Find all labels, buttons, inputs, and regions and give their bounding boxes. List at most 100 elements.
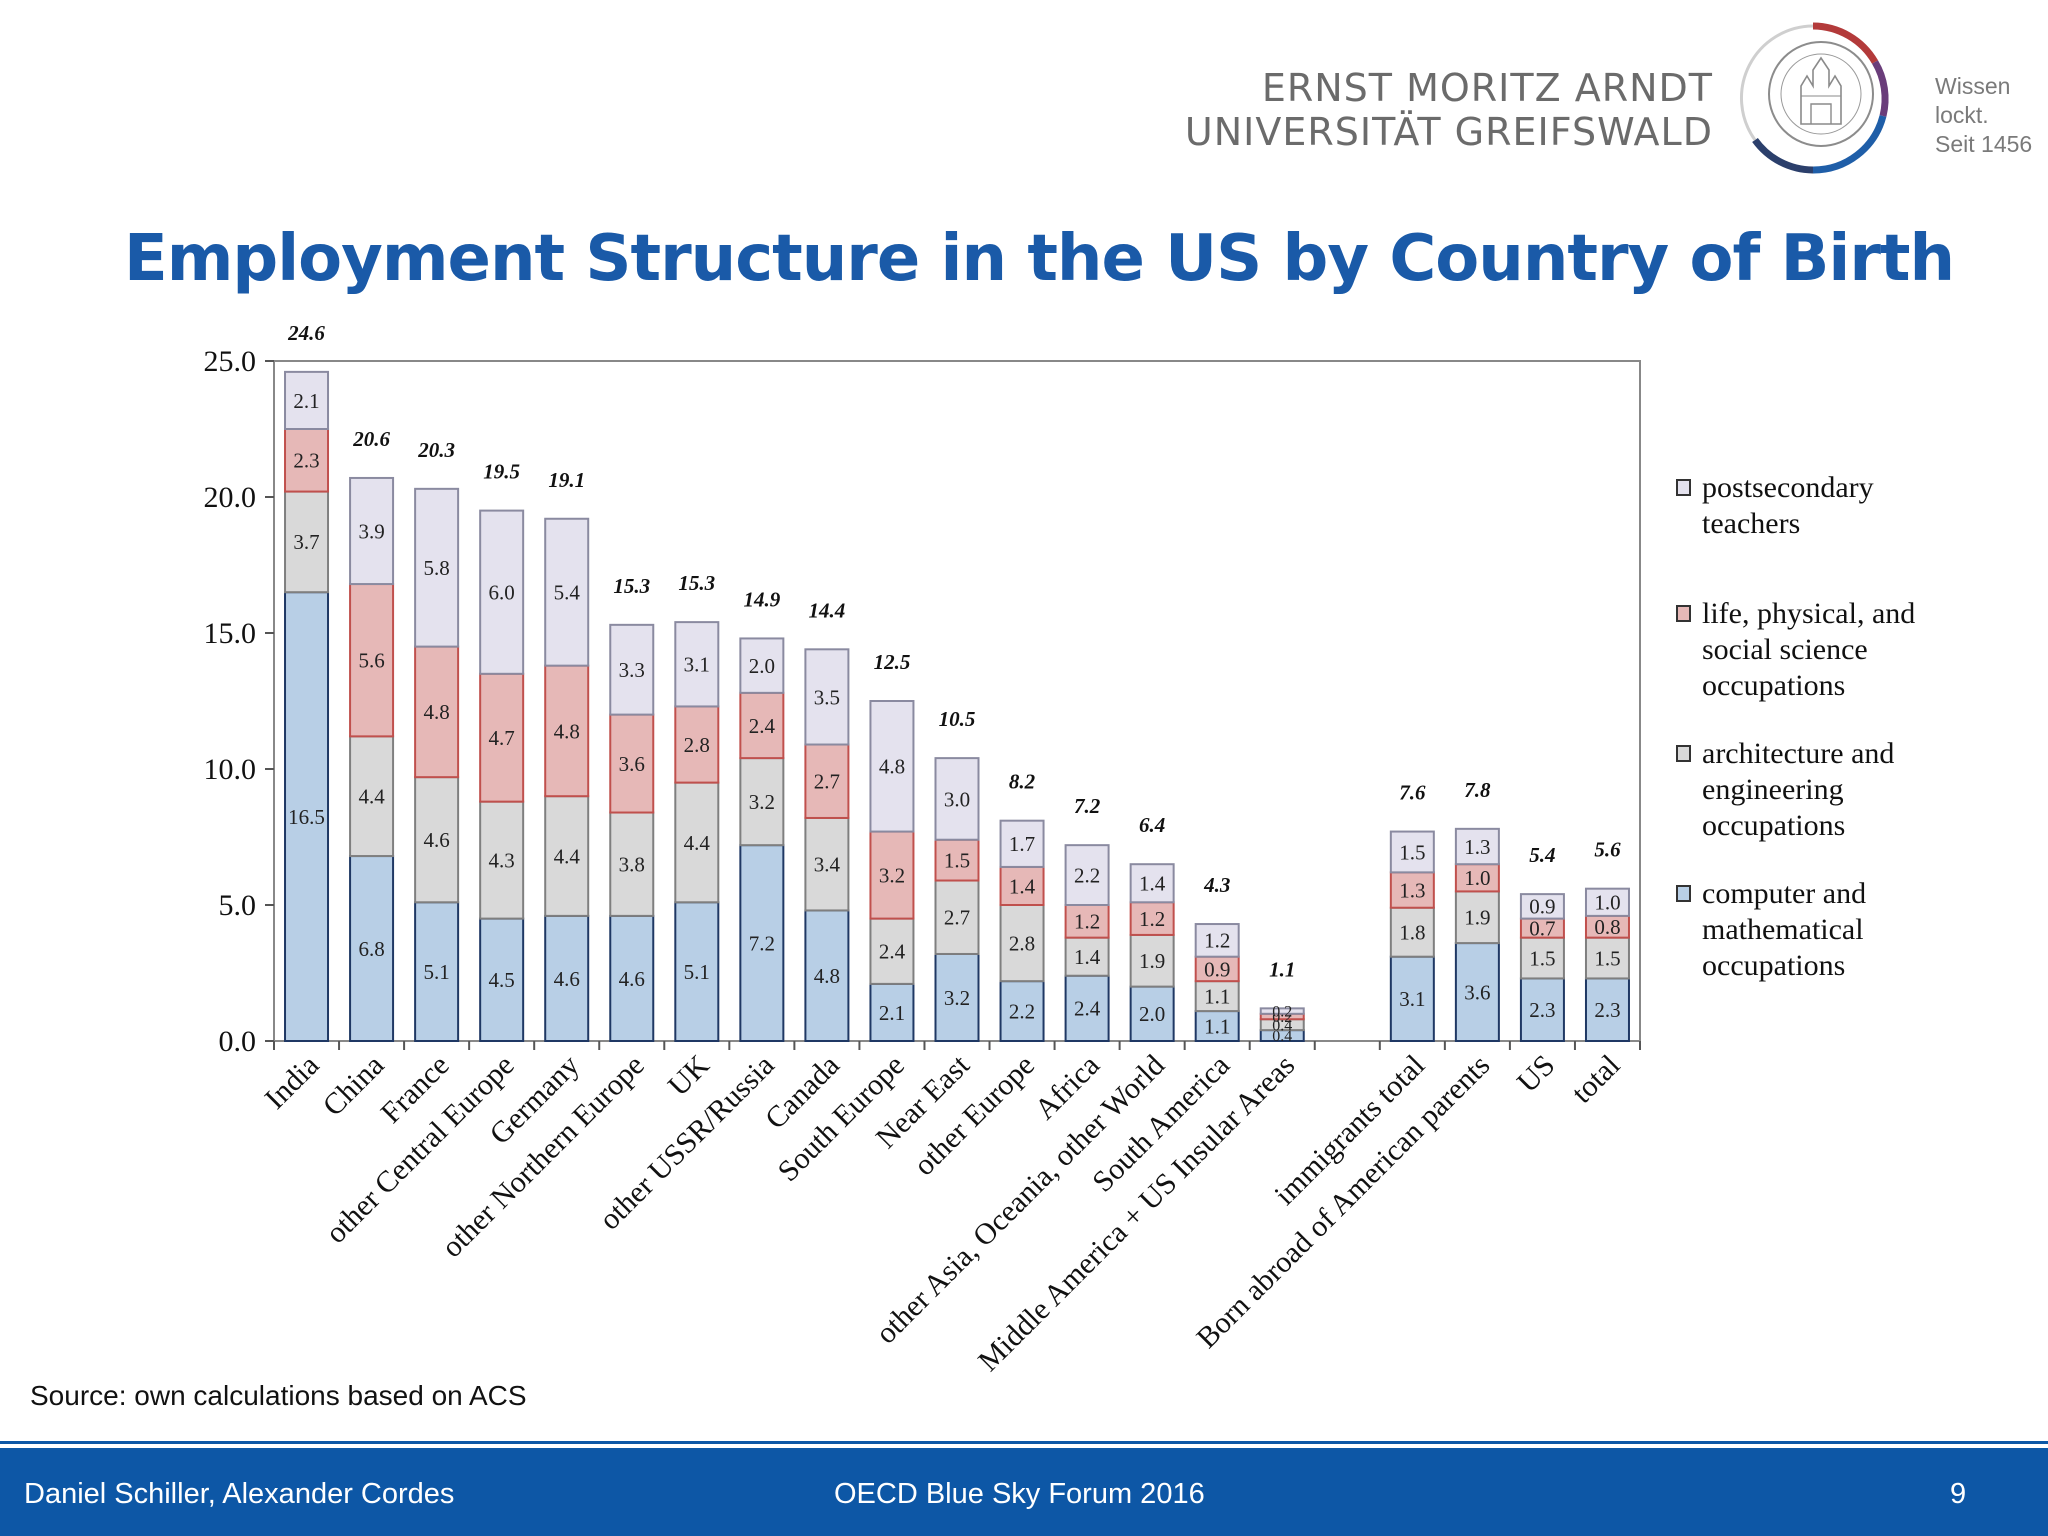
bar-value-label: 3.2 bbox=[944, 986, 970, 1010]
bar-segment bbox=[999, 819, 1045, 868]
legend-label: social science bbox=[1702, 633, 1868, 666]
y-tick-label: 0.0 bbox=[219, 1025, 257, 1058]
bar-segment bbox=[349, 855, 395, 1042]
bar-segment bbox=[1194, 923, 1240, 958]
bar-value-label: 2.1 bbox=[879, 1001, 905, 1025]
bar-value-label: 3.7 bbox=[293, 530, 319, 554]
bar-segment bbox=[739, 844, 785, 1042]
legend-swatch-computer bbox=[1676, 885, 1691, 902]
bar-segment bbox=[1064, 974, 1110, 1042]
bar-value-label: 3.4 bbox=[814, 853, 841, 877]
bar-total-label: 15.3 bbox=[678, 571, 715, 595]
bar-segment bbox=[674, 705, 720, 784]
bar-value-label: 1.4 bbox=[1009, 874, 1036, 898]
bar-value-label: 4.8 bbox=[423, 700, 449, 724]
bar-segment bbox=[674, 781, 720, 904]
bar-value-label: 1.4 bbox=[1074, 945, 1101, 969]
x-category-label: US bbox=[1511, 1049, 1561, 1099]
bar-value-label: 5.1 bbox=[684, 960, 710, 984]
bar-value-label: 2.0 bbox=[1139, 1002, 1165, 1026]
bar-segment bbox=[544, 517, 590, 667]
source-note: Source: own calculations based on ACS bbox=[30, 1380, 527, 1411]
footer-divider bbox=[0, 1441, 2048, 1444]
bar-value-label: 5.1 bbox=[423, 960, 449, 984]
bar-value-label: 4.8 bbox=[879, 755, 905, 779]
bar-total-label: 4.3 bbox=[1203, 873, 1230, 897]
bar-segment bbox=[479, 672, 525, 803]
x-category-label: UK bbox=[662, 1048, 716, 1102]
bar-value-label: 1.7 bbox=[1009, 832, 1035, 856]
legend-item-computer: computer and mathematical occupations bbox=[1676, 876, 2016, 984]
bar-total-label: 20.3 bbox=[417, 438, 455, 462]
bar-value-label: 3.9 bbox=[358, 519, 384, 543]
bar-value-label: 2.2 bbox=[1009, 999, 1035, 1023]
bar-segment bbox=[1064, 936, 1110, 977]
legend-label: postsecondary bbox=[1702, 471, 1874, 504]
university-seal-logo bbox=[1740, 22, 1889, 174]
bar-segment bbox=[1454, 942, 1500, 1043]
bar-value-label: 0.7 bbox=[1529, 916, 1555, 940]
bar-segment bbox=[934, 757, 980, 841]
bar-segment bbox=[1064, 844, 1110, 906]
bar-value-label: 3.3 bbox=[619, 658, 645, 682]
bar-segment bbox=[739, 757, 785, 847]
bar-value-label: 4.7 bbox=[489, 726, 515, 750]
bar-segment bbox=[414, 487, 460, 648]
bar-value-label: 1.8 bbox=[1399, 921, 1425, 945]
university-name-line2: UNIVERSITÄT GREIFSWALD bbox=[1184, 110, 1713, 154]
x-category-label: India bbox=[259, 1049, 326, 1116]
x-category-label: total bbox=[1565, 1049, 1626, 1110]
bar-segment bbox=[1584, 977, 1630, 1043]
bar-value-label: 0.4 bbox=[1272, 1017, 1292, 1034]
bar-value-label: 4.6 bbox=[619, 967, 645, 991]
bar-value-label: 1.4 bbox=[1139, 872, 1166, 896]
bar-value-label: 3.1 bbox=[1399, 987, 1425, 1011]
bar-value-label: 5.4 bbox=[554, 581, 581, 605]
legend-swatch-science bbox=[1676, 605, 1691, 622]
bar-segment bbox=[1129, 985, 1175, 1042]
bar-segment bbox=[804, 909, 850, 1042]
bar-total-label: 19.1 bbox=[548, 468, 585, 492]
bar-segment bbox=[544, 664, 590, 798]
bar-value-label: 3.6 bbox=[619, 752, 645, 776]
legend-label: computer and bbox=[1702, 877, 1867, 910]
bar-value-label: 3.5 bbox=[814, 685, 840, 709]
bar-segment bbox=[1389, 871, 1435, 909]
bar-value-label: 16.5 bbox=[288, 805, 325, 829]
bar-value-label: 2.7 bbox=[944, 906, 970, 930]
bar-segment bbox=[609, 914, 655, 1043]
bar-total-label: 15.3 bbox=[613, 574, 650, 598]
legend-label: architecture and bbox=[1702, 737, 1895, 770]
university-name-line1: ERNST MORITZ ARNDT bbox=[1261, 66, 1713, 110]
bar-total-label: 1.1 bbox=[1269, 957, 1295, 981]
bar-value-label: 2.3 bbox=[293, 449, 319, 473]
bar-segment bbox=[1584, 887, 1630, 917]
bar-value-label: 0.9 bbox=[1204, 957, 1230, 981]
bar-value-label: 2.0 bbox=[749, 654, 775, 678]
bar-value-label: 1.2 bbox=[1139, 907, 1165, 931]
bar-value-label: 3.0 bbox=[944, 787, 970, 811]
legend-label: mathematical bbox=[1702, 913, 1864, 946]
tagline: Wissen lockt. Seit 1456 bbox=[1935, 72, 2032, 159]
bar-value-label: 2.4 bbox=[879, 940, 906, 964]
bar-segment bbox=[1064, 904, 1110, 939]
y-tick-label: 5.0 bbox=[219, 889, 257, 922]
legend-label: teachers bbox=[1702, 507, 1801, 540]
bar-total-label: 5.4 bbox=[1529, 843, 1555, 867]
bar-value-label: 3.8 bbox=[619, 853, 645, 877]
bar-segment bbox=[284, 370, 330, 431]
bar-total-label: 5.6 bbox=[1594, 838, 1621, 862]
bar-segment bbox=[609, 713, 655, 814]
bar-segment bbox=[1454, 890, 1500, 945]
bar-segment bbox=[1259, 1007, 1305, 1015]
bar-value-label: 2.2 bbox=[1074, 863, 1100, 887]
bar-value-label: 2.8 bbox=[684, 733, 710, 757]
bar-value-label: 1.9 bbox=[1464, 906, 1490, 930]
bar-segment bbox=[1129, 863, 1175, 904]
bar-value-label: 4.8 bbox=[554, 719, 580, 743]
bar-segment bbox=[674, 901, 720, 1043]
bar-value-label: 1.9 bbox=[1139, 949, 1165, 973]
bar-segment bbox=[1389, 906, 1435, 958]
bar-segment bbox=[414, 776, 460, 904]
tagline-line-2: lockt. bbox=[1935, 102, 1989, 128]
